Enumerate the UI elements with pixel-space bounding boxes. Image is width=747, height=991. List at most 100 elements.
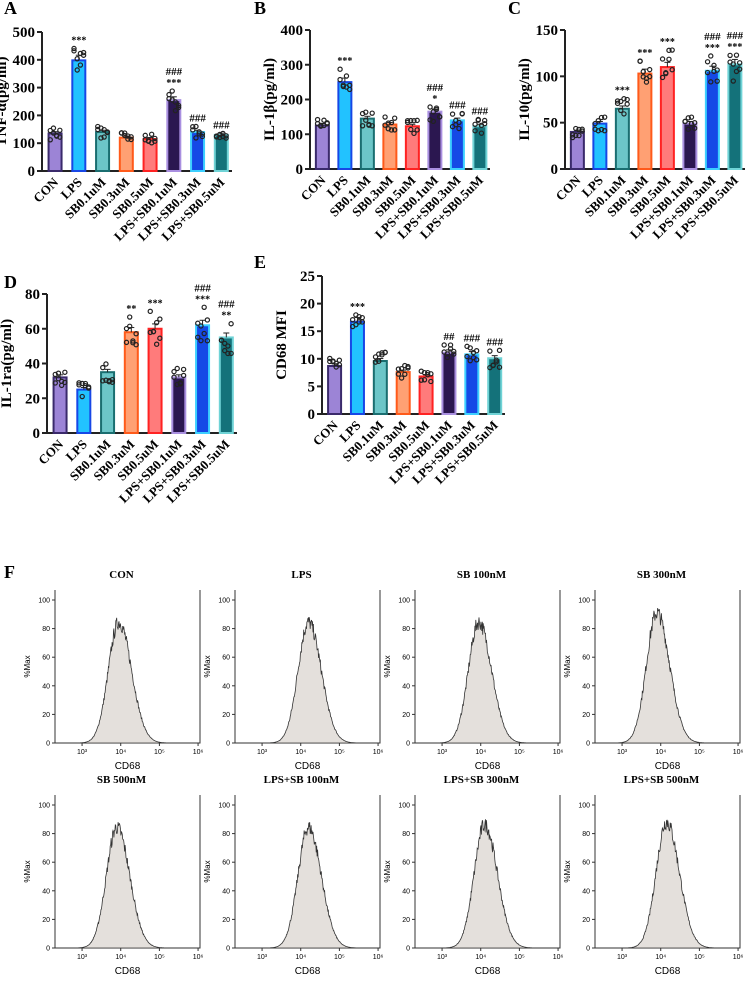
data-point: [52, 371, 58, 378]
data-point: [666, 47, 672, 54]
data-point: [327, 358, 333, 365]
data-point: [80, 52, 87, 58]
histogram-area: [55, 822, 200, 949]
y-axis-label: %Max: [203, 655, 212, 677]
data-point: [190, 124, 196, 130]
data-point: [418, 377, 424, 383]
data-point: [427, 104, 433, 110]
y-tick-label: 5: [308, 379, 316, 395]
data-point: [100, 378, 106, 384]
significance-label: ##: [443, 331, 455, 343]
data-point: [601, 114, 608, 120]
data-point: [704, 69, 711, 76]
data-point: [147, 329, 153, 336]
significance-label: ###: [486, 336, 503, 348]
data-point: [321, 117, 327, 123]
data-point: [147, 308, 153, 315]
significance-label: ***: [195, 294, 210, 305]
data-point: [122, 132, 128, 139]
significance-label: ***: [337, 56, 352, 67]
data-point: [218, 337, 225, 343]
data-point: [685, 115, 691, 121]
data-point: [153, 319, 160, 326]
y-axis-label: %Max: [563, 655, 572, 677]
significance-label: ###: [727, 30, 744, 42]
y-tick-label: 80: [42, 831, 50, 838]
data-point: [363, 117, 369, 123]
y-tick-label: 0: [46, 741, 50, 748]
data-point: [592, 126, 598, 132]
data-point: [592, 120, 598, 127]
data-point: [74, 56, 80, 62]
y-tick-label: 100: [398, 598, 410, 605]
significance-label: **: [126, 304, 136, 315]
data-point: [177, 380, 184, 386]
data-point: [493, 357, 500, 363]
data-point: [472, 128, 478, 134]
data-point: [472, 121, 478, 127]
data-point: [125, 136, 131, 142]
y-tick-label: 20: [25, 391, 40, 407]
x-tick-label: 10⁴: [475, 954, 486, 961]
data-point: [595, 118, 601, 124]
data-point: [621, 111, 627, 117]
x-tick-label: 10⁵: [514, 954, 525, 961]
histogram-title: CON: [109, 569, 134, 581]
data-point: [195, 320, 201, 326]
x-tick-label: 10⁵: [694, 954, 705, 961]
data-point: [193, 135, 199, 141]
x-axis-label: CD68: [655, 966, 681, 977]
histogram-area: [235, 822, 380, 949]
data-point: [346, 82, 353, 89]
y-axis-label: CD68 MFI: [274, 310, 290, 380]
x-tick-label: 10³: [77, 749, 88, 756]
data-point: [57, 127, 63, 133]
data-point: [478, 130, 485, 136]
data-point: [624, 101, 630, 107]
data-point: [382, 349, 388, 356]
x-tick-label: 10⁴: [655, 749, 666, 756]
data-point: [104, 129, 111, 135]
data-point: [414, 127, 420, 133]
data-point: [198, 323, 204, 329]
bar: [349, 320, 365, 416]
x-tick-label: 10⁵: [154, 954, 165, 961]
data-point: [199, 133, 206, 140]
data-point: [449, 123, 456, 130]
data-point: [669, 67, 675, 73]
data-point: [145, 138, 152, 144]
y-tick-label: 15: [300, 324, 315, 340]
data-point: [395, 366, 402, 372]
data-point: [318, 122, 324, 129]
significance-label: ###: [218, 299, 235, 311]
panel-b: B0100200300400IL-1β(pg/ml)CON***LPSSB0.1…: [254, 0, 490, 242]
significance-label: ###: [449, 100, 466, 112]
panel-letter: C: [508, 0, 521, 18]
data-point: [733, 52, 740, 58]
data-point: [100, 364, 106, 371]
data-point: [433, 105, 440, 111]
y-tick-label: 60: [402, 655, 410, 662]
data-point: [193, 123, 199, 130]
y-tick-label: 40: [582, 888, 590, 895]
panel-f: F CON 0 20 40 60 80 100 10³ 10⁴ 10⁵ 10⁶ %Max CD68 LPS 0…: [4, 562, 744, 977]
y-tick-label: 60: [222, 655, 230, 662]
y-tick-label: 60: [402, 860, 410, 867]
data-point: [430, 109, 436, 115]
histogram-title: LPS+SB 300nM: [444, 774, 520, 786]
histogram-area: [595, 819, 740, 949]
significance-label: ###: [427, 82, 444, 94]
bar: [464, 353, 480, 416]
data-point: [576, 126, 582, 133]
y-tick-label: 40: [222, 683, 230, 690]
x-tick-label: 10⁴: [115, 749, 126, 756]
data-point: [614, 98, 621, 104]
data-point: [708, 53, 714, 59]
y-tick-label: 20: [42, 917, 50, 924]
data-point: [196, 129, 202, 135]
data-point: [659, 56, 666, 62]
x-axis-label: CD68: [295, 761, 321, 772]
data-point: [109, 379, 116, 385]
data-point: [101, 134, 107, 140]
